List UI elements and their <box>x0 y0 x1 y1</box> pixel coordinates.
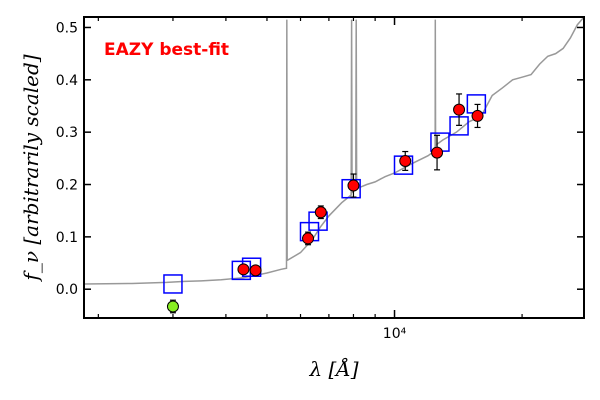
observed-flux-point <box>347 179 360 192</box>
observed-flux-point <box>399 154 412 167</box>
observed-flux-point <box>166 300 179 313</box>
y-tick-label: 0.0 <box>56 282 78 298</box>
observed-flux-point <box>453 103 466 116</box>
model-spectrum-line <box>84 17 584 285</box>
x-axis-label: λ [Å] <box>308 356 358 381</box>
data-layer <box>84 17 584 314</box>
y-tick-label: 0.3 <box>56 125 78 141</box>
observed-flux-point <box>471 109 484 122</box>
model-flux-square <box>341 178 361 199</box>
axis-ticks: 0.0 0.1 0.2 0.3 0.4 0.5 10⁴ <box>56 17 584 342</box>
plot-frame <box>83 16 585 319</box>
observed-flux-point <box>302 232 315 245</box>
y-tick-label: 0.4 <box>56 73 78 89</box>
x-tick-label: 10⁴ <box>383 326 407 342</box>
y-tick-label: 0.5 <box>56 20 78 36</box>
observed-flux-point <box>431 146 444 159</box>
y-axis-label: f_ν [arbitrarily scaled] <box>19 54 43 282</box>
y-tick-label: 0.1 <box>56 230 78 246</box>
observed-flux-point <box>237 263 250 276</box>
model-flux-square <box>163 274 183 294</box>
fit-annotation: EAZY best-fit <box>104 40 229 60</box>
observed-flux-point <box>249 264 262 277</box>
y-tick-label: 0.2 <box>56 178 78 194</box>
observed-flux-point <box>314 206 327 219</box>
